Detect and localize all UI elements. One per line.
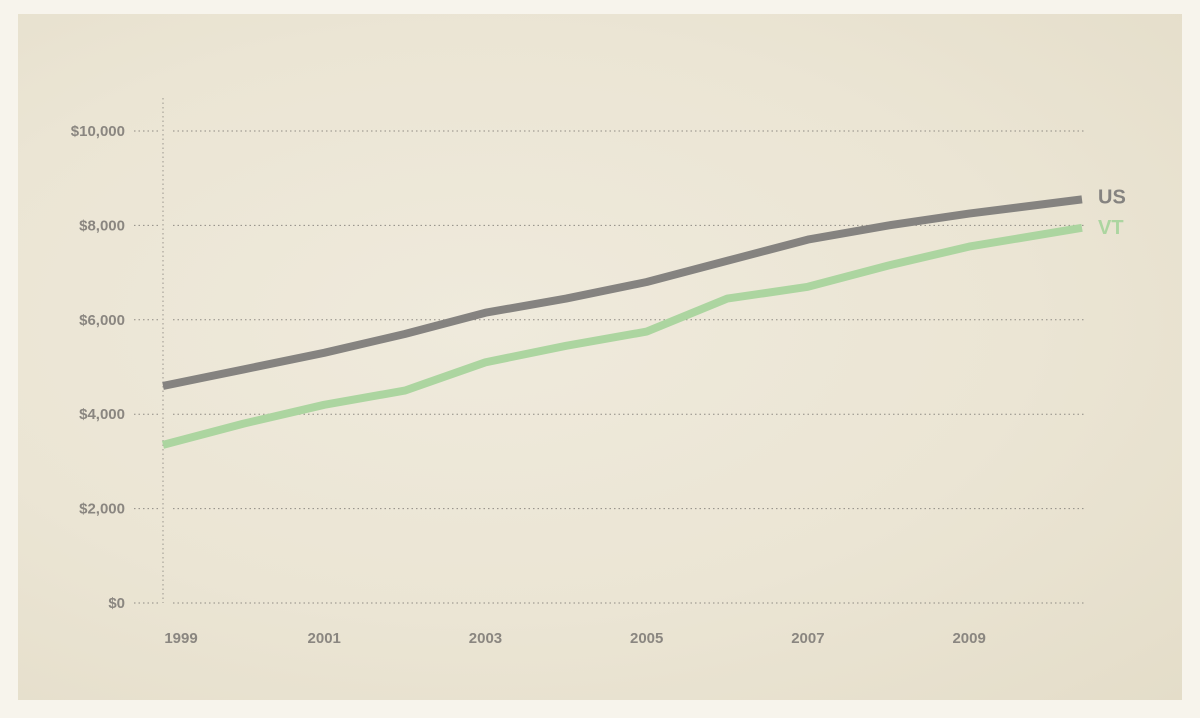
series-line-vt bbox=[161, 223, 1083, 449]
y-tick-label: $10,000 bbox=[71, 123, 125, 140]
grid-layer bbox=[173, 130, 1086, 604]
paper-background bbox=[18, 14, 1182, 700]
y-tick-label: $4,000 bbox=[79, 406, 125, 423]
label-layer: US VT bbox=[1098, 186, 1126, 238]
y-tick-label: $2,000 bbox=[79, 501, 125, 518]
x-tick-label: 1999 bbox=[164, 630, 197, 647]
axis-layer: $0 $2,000 $4,000 $6,000 $8,000 $10,000 1999 200… bbox=[71, 98, 986, 647]
y-tick-label: $6,000 bbox=[79, 312, 125, 329]
series-layer bbox=[161, 195, 1083, 449]
y-tick-label: $0 bbox=[108, 595, 125, 612]
series-label-vt: VT bbox=[1098, 217, 1124, 239]
series-label-us: US bbox=[1098, 186, 1126, 208]
x-tick-label: 2003 bbox=[469, 630, 502, 647]
y-tick-label: $8,000 bbox=[79, 217, 125, 234]
x-tick-label: 2007 bbox=[791, 630, 824, 647]
series-line-us bbox=[162, 195, 1083, 390]
x-tick-label: 2005 bbox=[630, 630, 663, 647]
x-tick-label: 2009 bbox=[952, 630, 985, 647]
x-tick-label: 2001 bbox=[308, 630, 341, 647]
